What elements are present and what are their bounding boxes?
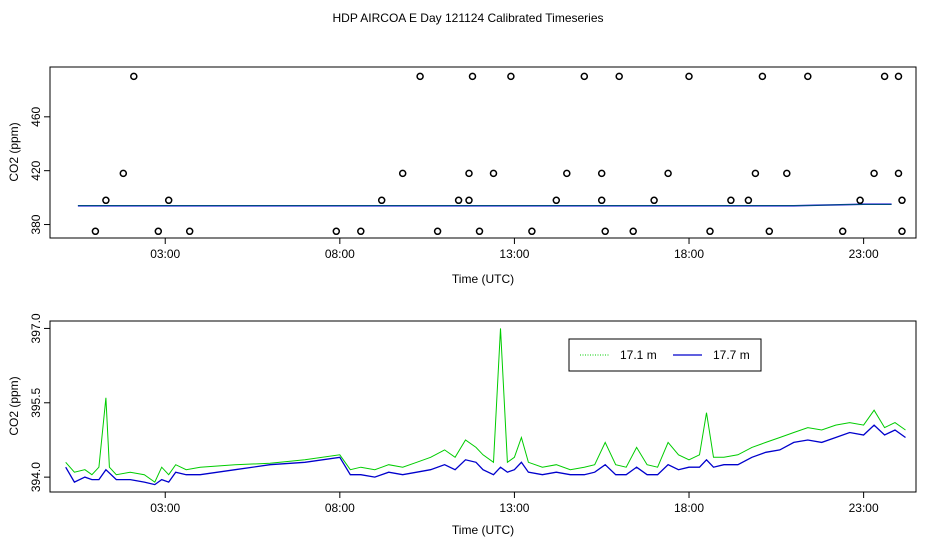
data-point <box>507 72 515 81</box>
y-tick-label: 380 <box>29 214 43 234</box>
line-panel: 03:00 08:00 13:00 18:00 23:00 394.0 395.5 397.… <box>7 313 917 537</box>
series-line-17-1-m <box>65 328 906 483</box>
data-point <box>727 196 735 205</box>
data-point <box>751 169 760 178</box>
legend-label-17-1: 17.1 m <box>620 348 657 362</box>
y-tick-label: 394.0 <box>29 462 43 492</box>
data-point <box>185 227 194 236</box>
data-point <box>454 196 463 205</box>
data-point <box>377 196 386 205</box>
data-point <box>765 227 774 236</box>
data-point <box>164 196 173 205</box>
data-point <box>706 227 714 236</box>
data-point <box>489 169 498 178</box>
x-tick-label: 03:00 <box>150 247 180 261</box>
panel1-frame <box>49 66 917 239</box>
legend: 17.1 m 17.7 m <box>568 338 762 372</box>
x-tick-label: 03:00 <box>150 501 180 515</box>
data-point <box>597 169 606 178</box>
data-point <box>552 196 561 205</box>
data-point <box>475 227 484 236</box>
series-line-17-7-m <box>65 424 906 486</box>
data-point <box>332 227 341 236</box>
data-point <box>465 169 473 178</box>
data-point <box>468 72 477 81</box>
data-point <box>629 227 637 236</box>
data-point <box>685 72 693 81</box>
panel2-ylabel: CO2 (ppm) <box>7 376 21 435</box>
data-point <box>91 227 100 236</box>
x-tick-label: 08:00 <box>325 501 355 515</box>
data-point <box>357 227 365 236</box>
panel2-xlabel: Time (UTC) <box>452 523 514 537</box>
data-point <box>744 196 753 205</box>
data-point <box>601 227 609 236</box>
data-point <box>528 227 536 236</box>
data-point <box>580 72 589 81</box>
data-point <box>804 72 812 81</box>
panel1-y-ticks: 380 420 460 <box>29 106 50 235</box>
data-point <box>102 196 110 205</box>
x-tick-label: 13:00 <box>499 247 529 261</box>
y-tick-label: 420 <box>29 160 43 180</box>
legend-label-17-7: 17.7 m <box>713 348 750 362</box>
data-point <box>664 169 672 178</box>
x-tick-label: 23:00 <box>849 247 879 261</box>
data-point <box>615 72 623 81</box>
data-point <box>416 72 424 81</box>
scatter-panel: 03:00 08:00 13:00 18:00 23:00 380 420 460 Time… <box>7 66 917 286</box>
figure-title: HDP AIRCOA E Day 121124 Calibrated Times… <box>332 11 603 25</box>
data-point <box>563 169 571 178</box>
data-point <box>898 196 906 205</box>
x-tick-label: 18:00 <box>674 501 704 515</box>
y-tick-label: 397.0 <box>29 313 43 343</box>
data-point <box>894 72 903 81</box>
data-point <box>119 169 128 178</box>
data-point <box>758 72 767 81</box>
panel2-x-ticks: 03:00 08:00 13:00 18:00 23:00 <box>150 492 879 515</box>
panel1-x-ticks: 03:00 08:00 13:00 18:00 23:00 <box>150 238 879 261</box>
y-tick-label: 395.5 <box>29 387 43 417</box>
data-point <box>898 227 906 236</box>
panel1-xlabel: Time (UTC) <box>452 272 514 286</box>
y-tick-label: 460 <box>29 106 43 126</box>
data-point <box>154 227 163 236</box>
panel1-ylabel: CO2 (ppm) <box>7 122 21 181</box>
data-point <box>465 196 473 205</box>
data-point <box>870 169 878 178</box>
x-tick-label: 18:00 <box>674 247 704 261</box>
panel1-series <box>77 72 906 236</box>
data-point <box>433 227 442 236</box>
panel2-series <box>65 328 906 486</box>
x-tick-label: 23:00 <box>849 501 879 515</box>
data-point <box>130 72 138 81</box>
x-tick-label: 13:00 <box>499 501 529 515</box>
x-tick-label: 08:00 <box>325 247 355 261</box>
data-point <box>894 169 903 178</box>
data-point <box>783 169 791 178</box>
data-point <box>856 196 864 205</box>
data-point <box>597 196 606 205</box>
data-point <box>880 72 889 81</box>
data-point <box>650 196 658 205</box>
panel2-y-ticks: 394.0 395.5 397.0 <box>29 313 50 492</box>
data-point <box>838 227 847 236</box>
panel2-frame <box>49 320 917 493</box>
data-point <box>398 169 407 178</box>
series-line-overlay <box>77 204 892 206</box>
